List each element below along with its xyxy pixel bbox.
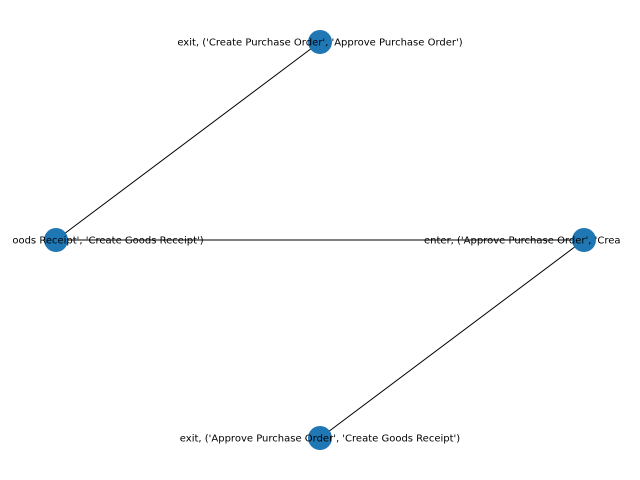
node-label-bottom: exit, ('Approve Purchase Order', 'Create…: [180, 434, 460, 445]
node-label-right: enter, ('Approve Purchase Order', 'Crea: [424, 236, 621, 247]
node-bottom: [308, 426, 332, 450]
edge-right-to-bottom: [319, 239, 585, 439]
node-left: [44, 228, 68, 252]
node-label-top: exit, ('Create Purchase Order', 'Approve…: [177, 38, 462, 49]
node-top: [308, 30, 332, 54]
edge-top-to-left: [55, 41, 321, 241]
node-right: [572, 228, 596, 252]
node-label-left: oods Receipt', 'Create Goods Receipt'): [12, 236, 203, 247]
